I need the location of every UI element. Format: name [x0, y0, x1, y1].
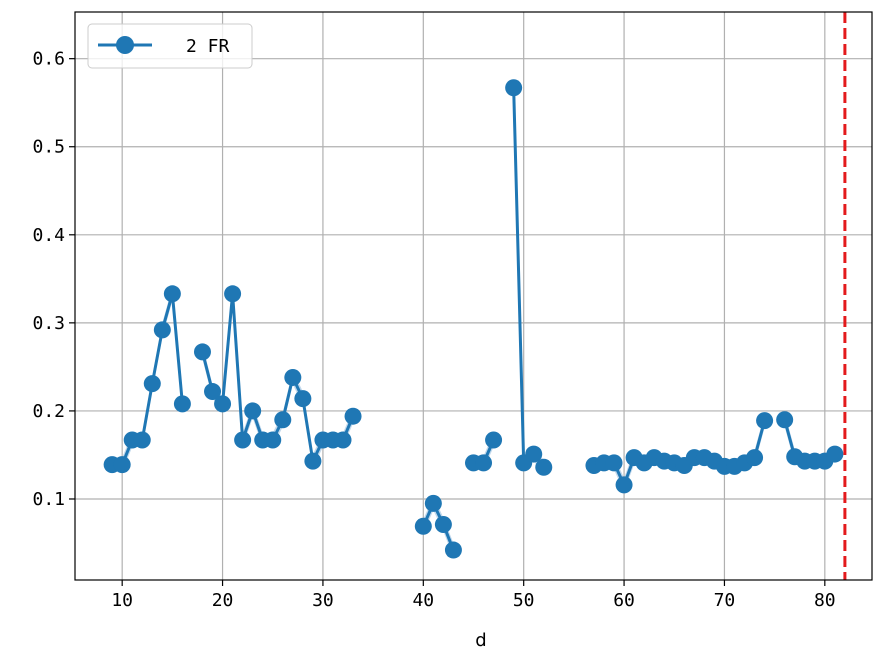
- legend-label: 2 FR: [186, 36, 230, 57]
- data-point: [776, 411, 794, 429]
- data-point: [444, 541, 462, 559]
- data-point: [214, 395, 232, 413]
- x-tick-label: 80: [814, 590, 836, 611]
- y-tick-label: 0.4: [32, 225, 65, 246]
- data-point: [274, 411, 292, 429]
- y-tick-label: 0.5: [32, 137, 65, 158]
- data-point: [434, 516, 452, 534]
- data-point: [826, 445, 844, 463]
- plot-frame: [74, 11, 873, 581]
- data-point: [153, 321, 171, 339]
- data-point: [525, 445, 543, 463]
- data-point: [234, 431, 252, 449]
- legend-box: [87, 23, 253, 69]
- x-tick-label: 60: [613, 590, 635, 611]
- data-point: [224, 285, 242, 303]
- data-point: [475, 454, 493, 472]
- x-tick-label: 20: [212, 590, 234, 611]
- y-tick-label: 0.2: [32, 401, 65, 422]
- plot-area: [75, 12, 872, 580]
- data-point: [334, 431, 352, 449]
- x-tick-label: 10: [111, 590, 133, 611]
- y-axis: 0.1 0.2 0.3 0.4 0.5 0.6: [32, 49, 75, 510]
- data-point: [264, 431, 282, 449]
- x-tick-label: 40: [412, 590, 434, 611]
- data-point: [143, 375, 161, 393]
- series-markers: [103, 79, 844, 559]
- x-tick-label: 50: [513, 590, 535, 611]
- data-point: [244, 402, 262, 420]
- data-point: [173, 395, 191, 413]
- series-line: [421, 501, 455, 551]
- data-point: [485, 431, 503, 449]
- y-tick-label: 0.1: [32, 489, 65, 510]
- data-point: [193, 343, 211, 361]
- data-point: [414, 517, 432, 535]
- legend-marker-icon: [116, 36, 134, 54]
- data-point: [505, 79, 523, 97]
- data-point: [204, 383, 222, 401]
- legend: 2 FR: [87, 23, 253, 69]
- x-tick-label: 30: [312, 590, 334, 611]
- y-tick-label: 0.6: [32, 49, 65, 70]
- data-point: [133, 431, 151, 449]
- data-point: [284, 368, 302, 386]
- data-point: [756, 412, 774, 430]
- x-axis: 10 20 30 40 50 60 70 80: [111, 580, 836, 611]
- x-tick-label: 70: [714, 590, 736, 611]
- data-point: [746, 449, 764, 467]
- data-point: [615, 476, 633, 494]
- data-point: [424, 494, 442, 512]
- y-tick-label: 0.3: [32, 313, 65, 334]
- data-point: [163, 285, 181, 303]
- data-point: [294, 390, 312, 408]
- data-point: [304, 452, 322, 470]
- data-point: [605, 454, 623, 472]
- data-point: [535, 458, 553, 476]
- data-point: [113, 456, 131, 474]
- grid: [75, 12, 872, 580]
- x-axis-label: d: [475, 630, 486, 651]
- data-point: [344, 407, 362, 425]
